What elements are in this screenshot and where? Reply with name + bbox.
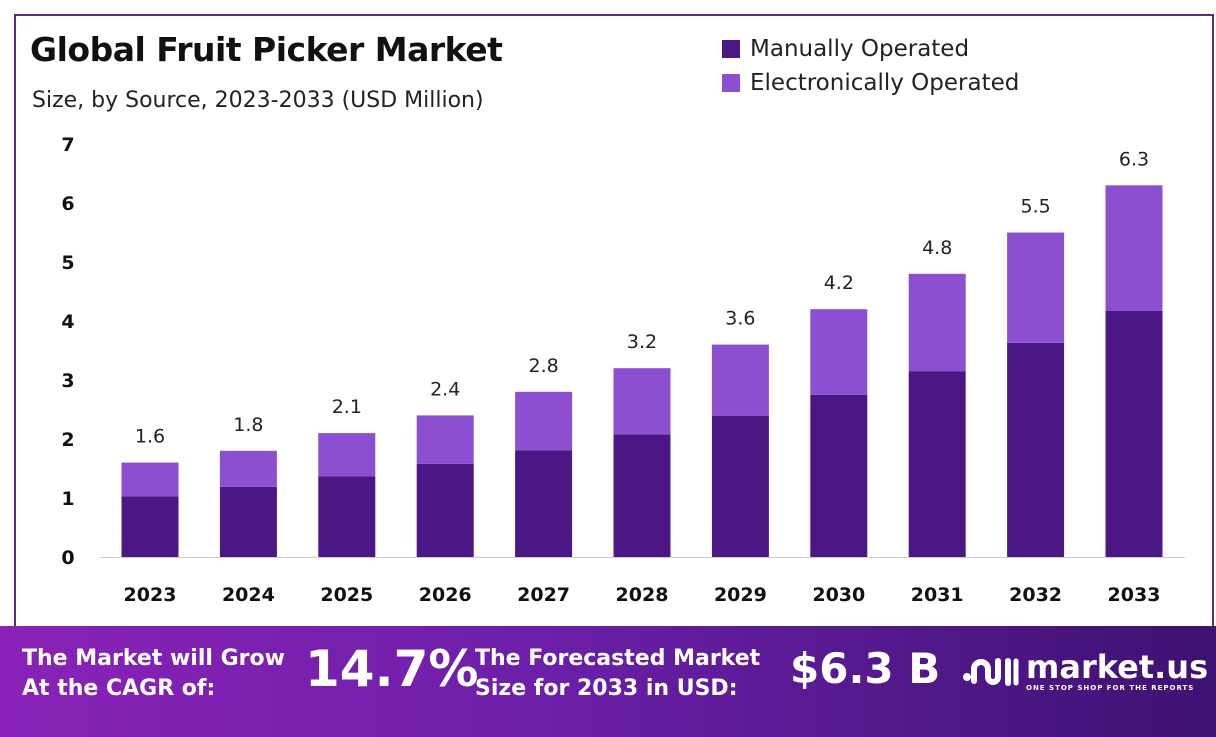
total-data-label: 3.6 bbox=[725, 308, 755, 330]
x-tick-label: 2023 bbox=[124, 584, 177, 606]
total-data-label: 2.8 bbox=[528, 355, 558, 377]
bar-manual bbox=[416, 463, 474, 557]
y-tick-label: 7 bbox=[61, 134, 74, 156]
brand-logo: market.us ONE STOP SHOP FOR THE REPORTS bbox=[962, 650, 1208, 692]
x-tick-label: 2030 bbox=[812, 584, 865, 606]
total-data-label: 6.3 bbox=[1119, 148, 1149, 170]
bar-electronic bbox=[318, 433, 376, 477]
chart-subtitle: Size, by Source, 2023-2033 (USD Million) bbox=[32, 88, 484, 113]
legend-item-manual: Manually Operated bbox=[722, 32, 1019, 66]
market-us-logo-icon bbox=[963, 658, 1019, 686]
forecast-label: The Forecasted Market Size for 2033 in U… bbox=[475, 644, 760, 704]
x-tick-label: 2027 bbox=[517, 584, 570, 606]
cagr-label-line1: The Market will Grow bbox=[22, 646, 285, 671]
bar-electronic bbox=[810, 309, 868, 395]
legend-swatch-manual bbox=[722, 40, 740, 58]
bar-manual bbox=[318, 476, 376, 557]
forecast-label-line1: The Forecasted Market bbox=[475, 646, 761, 671]
x-tick-label: 2031 bbox=[911, 584, 964, 606]
bar-electronic bbox=[416, 415, 474, 464]
bar-electronic bbox=[121, 462, 179, 497]
bar-manual bbox=[515, 450, 573, 557]
bar-electronic bbox=[515, 391, 573, 451]
bar-manual bbox=[908, 371, 966, 557]
bar-electronic bbox=[219, 450, 277, 487]
y-tick-label: 1 bbox=[61, 488, 74, 510]
legend-label: Electronically Operated bbox=[750, 70, 1020, 96]
total-data-label: 4.8 bbox=[922, 237, 952, 259]
chart-frame bbox=[14, 14, 1214, 634]
cagr-label: The Market will Grow At the CAGR of: bbox=[22, 644, 285, 704]
bar-electronic bbox=[711, 344, 769, 416]
bar-manual bbox=[1007, 342, 1065, 557]
total-data-label: 2.1 bbox=[332, 396, 362, 418]
bar-electronic bbox=[613, 368, 671, 435]
cagr-value: 14.7% bbox=[305, 640, 479, 698]
bar-manual bbox=[711, 415, 769, 557]
x-tick-label: 2029 bbox=[714, 584, 767, 606]
total-data-label: 5.5 bbox=[1020, 196, 1050, 218]
brand-tagline: ONE STOP SHOP FOR THE REPORTS bbox=[1026, 684, 1195, 692]
total-data-label: 1.8 bbox=[233, 414, 263, 436]
x-tick-label: 2032 bbox=[1009, 584, 1062, 606]
bar-manual bbox=[219, 486, 277, 557]
bar-manual bbox=[121, 496, 179, 557]
forecast-label-line2: Size for 2033 in USD: bbox=[475, 676, 738, 701]
x-tick-label: 2033 bbox=[1108, 584, 1161, 606]
bar-manual bbox=[1105, 310, 1163, 557]
legend: Manually Operated Electronically Operate… bbox=[722, 32, 1019, 100]
bar-electronic bbox=[1105, 185, 1163, 311]
total-data-label: 3.2 bbox=[627, 331, 657, 353]
total-data-label: 4.2 bbox=[824, 272, 854, 294]
footer-banner: The Market will Grow At the CAGR of: 14.… bbox=[0, 626, 1216, 737]
bar-manual bbox=[810, 394, 868, 557]
chart-title: Global Fruit Picker Market bbox=[30, 30, 503, 69]
bar-chart: 0 1 2 3 4 5 6 7 1.6 2023 1.8 2024 2.1 2025 2.4 2026 2.8 2… bbox=[61, 134, 1185, 606]
y-tick-label: 5 bbox=[61, 252, 74, 274]
legend-label: Manually Operated bbox=[750, 36, 970, 62]
forecast-value: $6.3 B bbox=[790, 644, 941, 693]
x-tick-label: 2025 bbox=[320, 584, 373, 606]
x-tick-label: 2024 bbox=[222, 584, 275, 606]
legend-item-electronic: Electronically Operated bbox=[722, 66, 1019, 100]
total-data-label: 2.4 bbox=[430, 378, 460, 400]
x-tick-label: 2028 bbox=[616, 584, 669, 606]
x-tick-label: 2026 bbox=[419, 584, 472, 606]
y-tick-label: 6 bbox=[61, 193, 74, 215]
bar-electronic bbox=[908, 273, 966, 372]
bar-manual bbox=[613, 434, 671, 557]
cagr-label-line2: At the CAGR of: bbox=[22, 676, 216, 701]
y-tick-label: 3 bbox=[61, 370, 74, 392]
bar-electronic bbox=[1007, 232, 1065, 343]
legend-swatch-electronic bbox=[722, 74, 740, 92]
y-tick-label: 0 bbox=[61, 547, 74, 569]
y-tick-label: 2 bbox=[61, 429, 74, 451]
brand-name: market.us bbox=[1026, 648, 1209, 686]
y-tick-label: 4 bbox=[61, 311, 74, 333]
total-data-label: 1.6 bbox=[135, 426, 165, 448]
